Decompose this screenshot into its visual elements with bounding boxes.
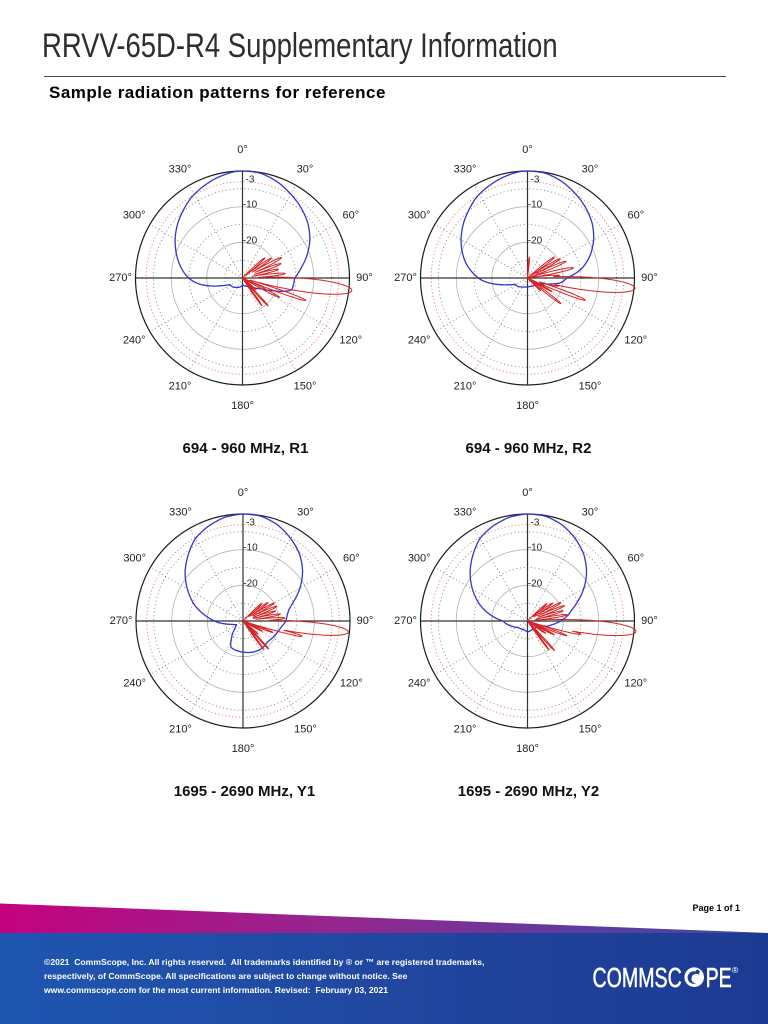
svg-text:®: ® bbox=[732, 965, 739, 975]
svg-text:-20: -20 bbox=[243, 578, 258, 589]
svg-text:180°: 180° bbox=[232, 743, 255, 755]
svg-text:-3: -3 bbox=[531, 518, 540, 529]
svg-text:240°: 240° bbox=[408, 335, 431, 347]
svg-text:0°: 0° bbox=[522, 144, 533, 156]
svg-text:0°: 0° bbox=[237, 144, 248, 156]
svg-text:270°: 270° bbox=[394, 615, 417, 627]
svg-text:-10: -10 bbox=[528, 543, 543, 554]
svg-text:30°: 30° bbox=[582, 164, 599, 176]
svg-text:120°: 120° bbox=[339, 335, 362, 347]
svg-text:270°: 270° bbox=[110, 615, 133, 627]
svg-text:120°: 120° bbox=[340, 678, 363, 690]
svg-text:210°: 210° bbox=[454, 723, 477, 735]
svg-text:150°: 150° bbox=[579, 723, 602, 735]
svg-text:270°: 270° bbox=[394, 272, 417, 284]
svg-text:-3: -3 bbox=[531, 175, 540, 186]
svg-text:300°: 300° bbox=[123, 553, 146, 565]
svg-text:0°: 0° bbox=[522, 487, 533, 499]
svg-text:30°: 30° bbox=[297, 164, 314, 176]
svg-text:120°: 120° bbox=[624, 678, 647, 690]
svg-text:270°: 270° bbox=[109, 272, 132, 284]
svg-text:60°: 60° bbox=[627, 210, 644, 222]
svg-text:-10: -10 bbox=[243, 200, 258, 211]
svg-text:COMMSC: COMMSC bbox=[593, 963, 682, 994]
svg-text:210°: 210° bbox=[169, 380, 192, 392]
svg-text:90°: 90° bbox=[357, 615, 374, 627]
svg-text:300°: 300° bbox=[123, 210, 146, 222]
svg-text:180°: 180° bbox=[516, 743, 539, 755]
svg-text:120°: 120° bbox=[624, 335, 647, 347]
svg-text:PE: PE bbox=[706, 963, 732, 994]
svg-text:60°: 60° bbox=[343, 553, 360, 565]
svg-text:90°: 90° bbox=[641, 272, 658, 284]
svg-text:60°: 60° bbox=[627, 553, 644, 565]
svg-text:0°: 0° bbox=[238, 487, 249, 499]
svg-text:-3: -3 bbox=[246, 175, 255, 186]
svg-text:180°: 180° bbox=[231, 400, 254, 412]
svg-text:240°: 240° bbox=[123, 335, 146, 347]
svg-text:150°: 150° bbox=[579, 380, 602, 392]
svg-text:60°: 60° bbox=[342, 210, 359, 222]
svg-text:-10: -10 bbox=[243, 543, 258, 554]
svg-text:-10: -10 bbox=[528, 200, 543, 211]
svg-text:-20: -20 bbox=[243, 235, 258, 246]
svg-text:180°: 180° bbox=[516, 400, 539, 412]
svg-text:210°: 210° bbox=[169, 723, 192, 735]
svg-text:240°: 240° bbox=[408, 678, 431, 690]
svg-text:30°: 30° bbox=[582, 507, 599, 519]
svg-text:300°: 300° bbox=[408, 210, 431, 222]
svg-text:-3: -3 bbox=[246, 518, 255, 529]
svg-text:330°: 330° bbox=[454, 164, 477, 176]
svg-text:-20: -20 bbox=[528, 578, 543, 589]
svg-text:90°: 90° bbox=[356, 272, 373, 284]
svg-text:90°: 90° bbox=[641, 615, 658, 627]
svg-text:150°: 150° bbox=[294, 380, 317, 392]
svg-text:30°: 30° bbox=[297, 507, 314, 519]
svg-text:210°: 210° bbox=[454, 380, 477, 392]
svg-text:150°: 150° bbox=[294, 723, 317, 735]
svg-text:330°: 330° bbox=[169, 164, 192, 176]
svg-text:330°: 330° bbox=[169, 507, 192, 519]
svg-text:300°: 300° bbox=[408, 553, 431, 565]
svg-text:240°: 240° bbox=[123, 678, 146, 690]
svg-text:330°: 330° bbox=[454, 507, 477, 519]
svg-text:-20: -20 bbox=[528, 235, 543, 246]
